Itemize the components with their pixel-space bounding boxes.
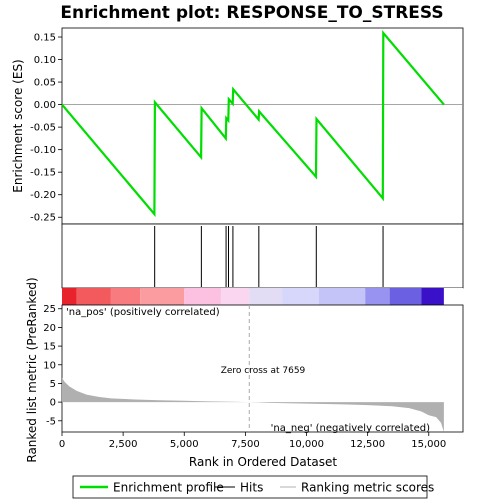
x-tick-label: 10,000 [289, 439, 324, 450]
es-y-tick-label: 0.10 [34, 55, 56, 66]
hits-panel-frame [61, 223, 464, 289]
heat-band-segment [365, 288, 390, 305]
ranking-metric-area [62, 377, 444, 432]
heat-band-segment [62, 288, 77, 305]
es-y-tick-label: -0.15 [30, 168, 56, 179]
metric-panel-frame [61, 304, 464, 433]
hits-group [154, 226, 384, 287]
es-y-tick-label: 0.05 [34, 78, 56, 89]
heat-band-segment [318, 288, 366, 305]
heat-band-segment [282, 288, 319, 305]
legend-label: Ranking metric scores [301, 481, 434, 495]
es-y-tick-label: -0.20 [30, 190, 56, 201]
metric-y-axis-label: Ranked list metric (PreRanked) [25, 277, 39, 462]
metric-y-tick-label: 5 [50, 379, 56, 390]
es-y-tick-label: -0.05 [30, 123, 56, 134]
heat-band-segment [389, 288, 422, 305]
legend-label: Hits [240, 481, 263, 495]
metric-y-tick-label: 0 [50, 398, 56, 409]
x-tick-label: 2,500 [109, 439, 138, 450]
es-y-tick-label: 0.00 [34, 100, 56, 111]
x-tick-label: 15,000 [411, 439, 446, 450]
positive-correlation-label: 'na_pos' (positively correlated) [66, 307, 220, 318]
x-axis: 0 2,500 5,000 7,500 10,000 12,500 15,000 [59, 432, 446, 450]
ranking-heat-band [62, 288, 463, 305]
heat-band-segment [421, 288, 444, 305]
es-y-tick-label: -0.10 [30, 145, 56, 156]
x-tick-label: 7,500 [231, 439, 260, 450]
legend-label: Enrichment profile [113, 481, 224, 495]
negative-correlation-label: 'na_neg' (negatively correlated) [271, 423, 430, 434]
enrichment-profile-line [61, 30, 445, 218]
x-axis-label: Rank in Ordered Dataset [189, 455, 337, 469]
heat-band-segment [110, 288, 141, 305]
es-y-axis: 0.15 0.10 0.05 0.00 -0.05 -0.10 -0.15 -0.20 -0.2… [30, 33, 62, 224]
es-y-tick-label: 0.15 [34, 33, 56, 44]
heat-band-tail [443, 288, 463, 305]
x-tick-label: 12,500 [350, 439, 385, 450]
chart-title: Enrichment plot: RESPONSE_TO_STRESS [60, 3, 443, 23]
heat-band-segment [220, 288, 250, 305]
legend: Enrichment profile Hits Ranking metric sco… [80, 481, 434, 495]
metric-y-tick-label: 15 [43, 342, 56, 353]
metric-y-tick-label: -5 [46, 416, 56, 427]
legend-box [72, 475, 428, 499]
x-tick-label: 0 [59, 439, 65, 450]
x-tick-label: 5,000 [170, 439, 199, 450]
metric-y-tick-label: 10 [43, 360, 56, 371]
zero-cross-label: Zero cross at 7659 [221, 366, 306, 376]
heat-band-segment [184, 288, 221, 305]
heat-band-segment [140, 288, 185, 305]
metric-y-tick-label: 20 [43, 323, 56, 334]
heat-band-segment [76, 288, 111, 305]
heat-band-segment [249, 288, 283, 305]
es-y-axis-label: Enrichment score (ES) [11, 59, 25, 192]
es-panel-frame [61, 27, 464, 225]
metric-y-axis: 25 20 15 10 5 0 -5 [43, 304, 62, 427]
metric-y-tick-label: 25 [43, 304, 56, 315]
es-y-tick-label: -0.25 [30, 213, 56, 224]
